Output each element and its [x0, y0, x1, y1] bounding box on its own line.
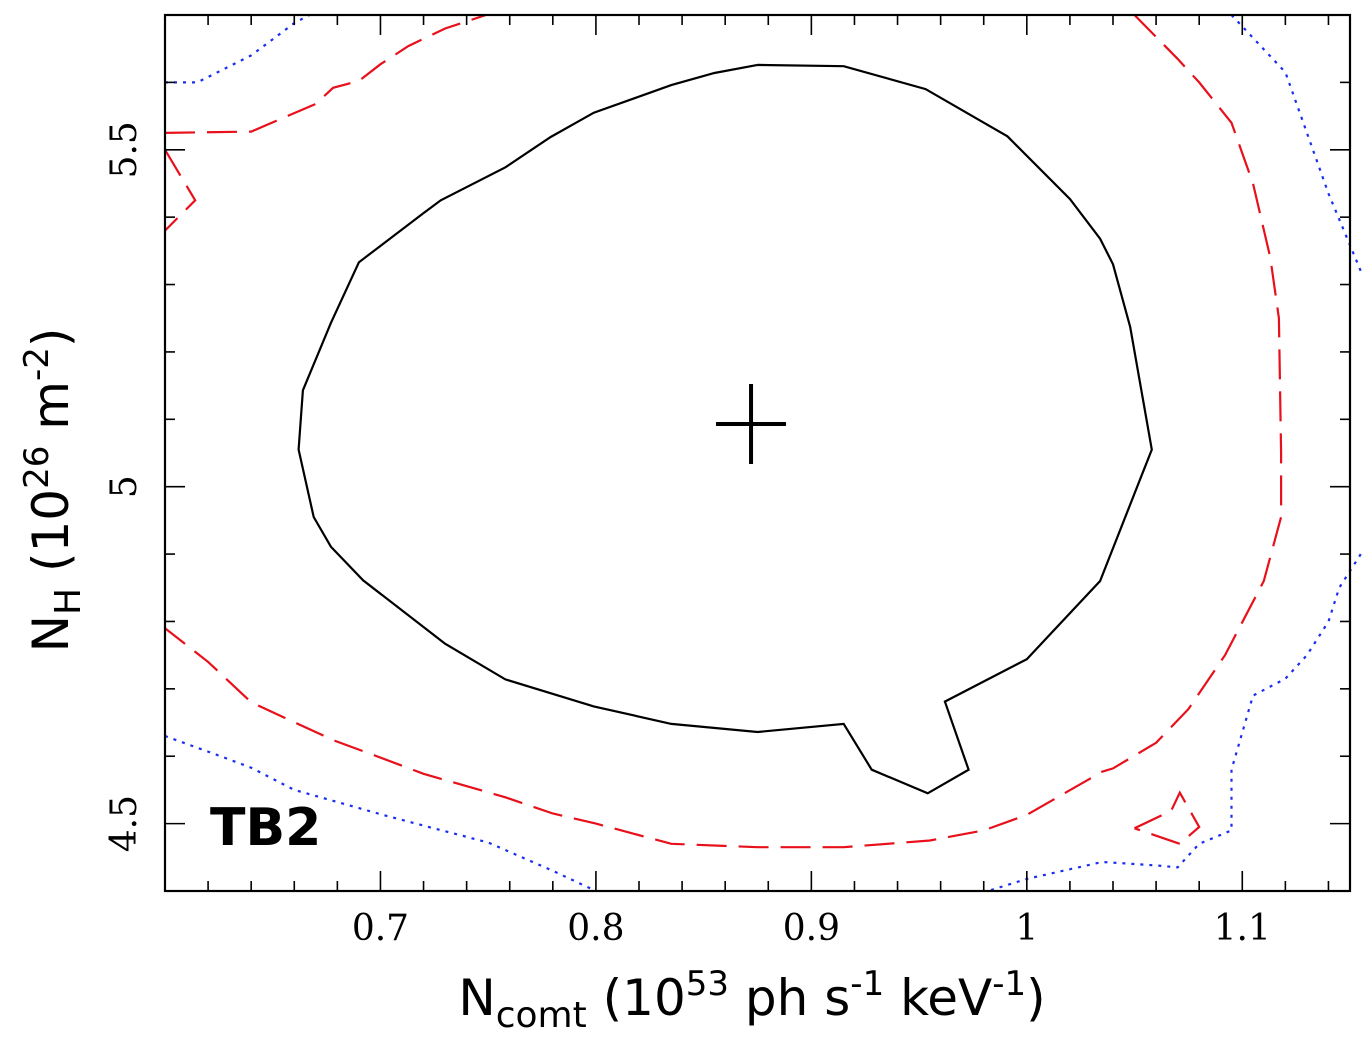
contour-dotted-segment-3	[987, 553, 1362, 893]
contour-dashed-segment-1	[164, 13, 487, 134]
x-axis-title-unit-end: )	[1026, 969, 1046, 1027]
contour-dashed-segment-4	[1134, 790, 1201, 846]
contour-dashed-segment-3	[164, 14, 1283, 849]
contour-dotted-segment-1	[165, 14, 310, 84]
y-axis-title-unit: (10	[22, 489, 80, 588]
x-tick-label: 1.1	[1214, 908, 1271, 949]
contour-solid-segment-1	[297, 63, 1153, 795]
y-axis-title-main: N	[22, 615, 80, 652]
y-axis-title-unit-mid: m	[22, 381, 80, 446]
x-axis-title-exp2: -1	[850, 964, 884, 1004]
x-axis-title-unit: (10	[587, 969, 686, 1027]
contour-dotted-segment-4	[164, 734, 597, 892]
panel-label: TB2	[210, 798, 321, 858]
contour-dashed-segment-2	[164, 149, 197, 232]
y-axis-title-sub: H	[48, 588, 89, 615]
y-tick-labels: 4.5 5 5.5	[104, 121, 145, 852]
x-tick-label: 1	[1015, 908, 1038, 949]
x-tick-labels: 0.7 0.8 0.9 1 1.1	[352, 908, 1271, 949]
x-axis-title-exp3: -1	[992, 964, 1026, 1004]
y-axis-title-exp: 26	[17, 446, 57, 489]
y-tick-label: 5.5	[104, 121, 145, 178]
plot-frame	[163, 13, 1352, 893]
x-tick-label: 0.8	[567, 908, 624, 949]
x-axis-title-exp: 53	[686, 964, 729, 1004]
y-tick-label: 5	[104, 475, 145, 498]
x-axis-title-unit-mid2: keV	[884, 969, 992, 1027]
x-axis-title-main: N	[458, 969, 495, 1027]
y-axis-title: NH (1026 m-2)	[17, 328, 89, 653]
x-axis-title-sub: comt	[496, 995, 587, 1036]
y-axis-title-exp2: -2	[17, 347, 57, 381]
contour-lines	[164, 13, 1362, 893]
x-tick-label: 0.9	[783, 908, 840, 949]
best-fit-marker	[716, 384, 787, 465]
x-axis-title: Ncomt (1053 ph s-1 keV-1)	[458, 964, 1045, 1036]
x-tick-label: 0.7	[352, 908, 409, 949]
x-axis-title-unit-mid: ph s	[729, 969, 850, 1027]
y-axis-title-unit-end: )	[22, 328, 80, 348]
y-tick-label: 4.5	[104, 795, 145, 852]
